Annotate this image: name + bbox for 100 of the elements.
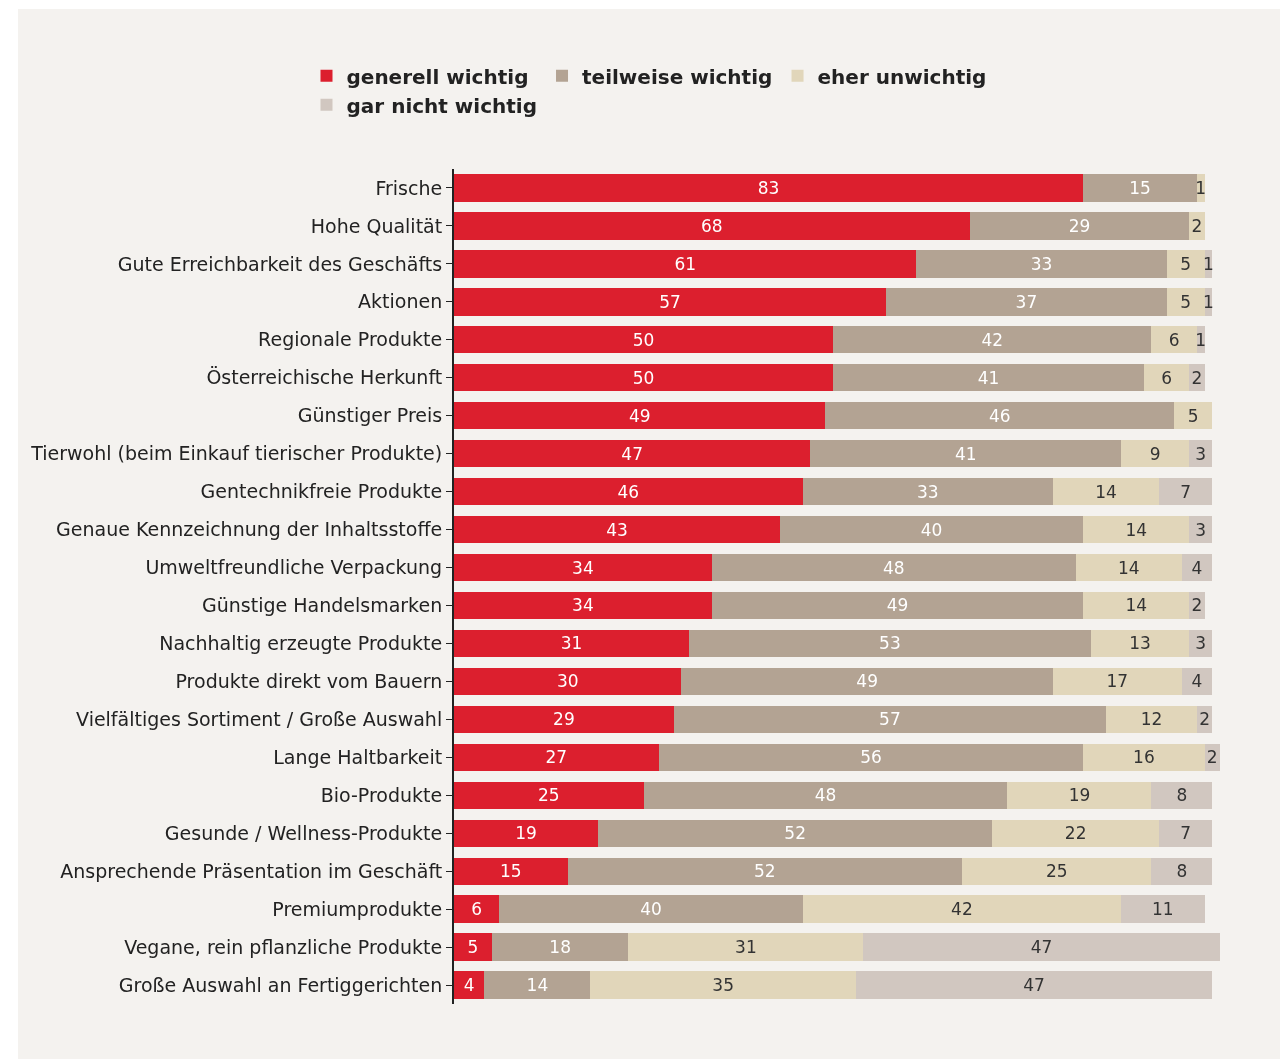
data-label: 17 bbox=[1106, 671, 1129, 692]
bar bbox=[1121, 440, 1190, 468]
bar bbox=[454, 440, 811, 468]
data-label: 14 bbox=[1117, 557, 1140, 578]
y-tick-label: Bio-Produkte bbox=[320, 783, 443, 806]
bar bbox=[628, 933, 864, 961]
y-tick-label: Umweltfreundliche Verpackung bbox=[145, 556, 443, 579]
bar bbox=[454, 477, 803, 506]
data-label: 49 bbox=[628, 405, 651, 426]
data-label: 2 bbox=[1206, 747, 1218, 768]
y-tick-label: Aktionen bbox=[358, 290, 443, 313]
data-label: 6 bbox=[1168, 329, 1180, 350]
data-label: 3 bbox=[1195, 633, 1207, 654]
bar bbox=[598, 819, 993, 847]
bar bbox=[886, 288, 1167, 316]
data-label: 49 bbox=[886, 595, 909, 616]
data-label: 14 bbox=[1125, 595, 1148, 616]
data-label: 11 bbox=[1152, 899, 1174, 920]
bar bbox=[590, 971, 856, 999]
bar bbox=[1105, 705, 1197, 733]
bar bbox=[658, 743, 1084, 771]
data-label: 6 bbox=[1161, 367, 1173, 388]
bar bbox=[1083, 743, 1205, 771]
data-label: 5 bbox=[1180, 291, 1191, 312]
bar bbox=[484, 971, 591, 999]
data-label: 47 bbox=[1030, 937, 1053, 958]
bar bbox=[454, 288, 887, 316]
bar bbox=[1166, 250, 1205, 278]
bar bbox=[499, 895, 803, 923]
bar bbox=[711, 591, 1084, 620]
bar bbox=[1075, 553, 1182, 582]
data-label: 5 bbox=[1187, 405, 1199, 426]
data-label: 83 bbox=[757, 177, 780, 198]
data-label: 61 bbox=[674, 253, 697, 274]
bar bbox=[1083, 174, 1197, 202]
y-tick-label: Österreichische Herkunft bbox=[206, 366, 443, 389]
bar bbox=[454, 629, 690, 658]
bar bbox=[802, 477, 1053, 506]
y-tick-label: Frische bbox=[375, 176, 443, 199]
y-tick-label: Vegane, rein pflanzliche Produkte bbox=[124, 935, 443, 958]
bar bbox=[454, 591, 712, 620]
data-label: 8 bbox=[1176, 785, 1188, 806]
bar bbox=[454, 212, 970, 240]
data-label: 33 bbox=[1030, 253, 1053, 274]
bar bbox=[825, 402, 1175, 430]
bar bbox=[454, 250, 917, 278]
data-label: 52 bbox=[754, 861, 776, 882]
data-label: 4 bbox=[1191, 671, 1203, 692]
data-label: 19 bbox=[1068, 785, 1091, 806]
legend-label: eher unwichtig bbox=[817, 64, 987, 89]
data-label: 7 bbox=[1180, 481, 1191, 502]
data-label: 40 bbox=[920, 519, 943, 540]
data-label: 47 bbox=[621, 443, 643, 464]
bar bbox=[1159, 477, 1213, 506]
data-label: 2 bbox=[1191, 367, 1203, 388]
bar bbox=[1052, 667, 1182, 696]
y-tick-label: Große Auswahl an Fertiggerichten bbox=[118, 973, 443, 996]
bar bbox=[454, 781, 644, 809]
bar bbox=[1007, 781, 1152, 809]
bar bbox=[689, 629, 1091, 658]
data-label: 49 bbox=[856, 671, 878, 692]
y-tick-label: Hohe Qualität bbox=[310, 214, 443, 237]
bar bbox=[454, 326, 834, 354]
data-label: 56 bbox=[860, 747, 882, 768]
bar bbox=[1083, 591, 1190, 620]
data-label: 41 bbox=[977, 367, 1000, 388]
bar bbox=[454, 174, 1084, 202]
data-label: 15 bbox=[500, 861, 522, 882]
bar bbox=[454, 364, 834, 392]
legend-label: teilweise wichtig bbox=[582, 64, 773, 89]
data-label: 34 bbox=[572, 557, 594, 578]
bar bbox=[855, 971, 1213, 999]
bar bbox=[1151, 326, 1197, 354]
data-label: 9 bbox=[1149, 443, 1161, 464]
data-label: 46 bbox=[617, 481, 640, 502]
data-label: 4 bbox=[1191, 557, 1203, 578]
data-label: 3 bbox=[1195, 443, 1207, 464]
bar bbox=[1083, 515, 1190, 544]
data-label: 14 bbox=[526, 975, 549, 996]
data-label: 37 bbox=[1015, 291, 1038, 312]
data-label: 29 bbox=[553, 709, 575, 730]
data-label: 5 bbox=[1180, 253, 1191, 274]
data-label: 3 bbox=[1195, 519, 1207, 540]
data-label: 18 bbox=[549, 937, 571, 958]
data-label: 29 bbox=[1068, 215, 1091, 236]
data-label: 41 bbox=[954, 443, 977, 464]
y-tick-label: Produkte direkt vom Bauern bbox=[175, 670, 443, 693]
bar bbox=[454, 743, 659, 771]
data-label: 2 bbox=[1199, 709, 1210, 730]
bar bbox=[454, 553, 712, 582]
bar bbox=[454, 667, 682, 696]
data-label: 31 bbox=[560, 633, 583, 654]
bar bbox=[454, 857, 568, 885]
data-label: 40 bbox=[640, 899, 662, 920]
bar bbox=[1151, 781, 1213, 809]
bar bbox=[454, 895, 500, 923]
bar bbox=[454, 819, 599, 847]
bar bbox=[916, 250, 1167, 278]
bar bbox=[1159, 819, 1213, 847]
data-label: 15 bbox=[1129, 177, 1151, 198]
